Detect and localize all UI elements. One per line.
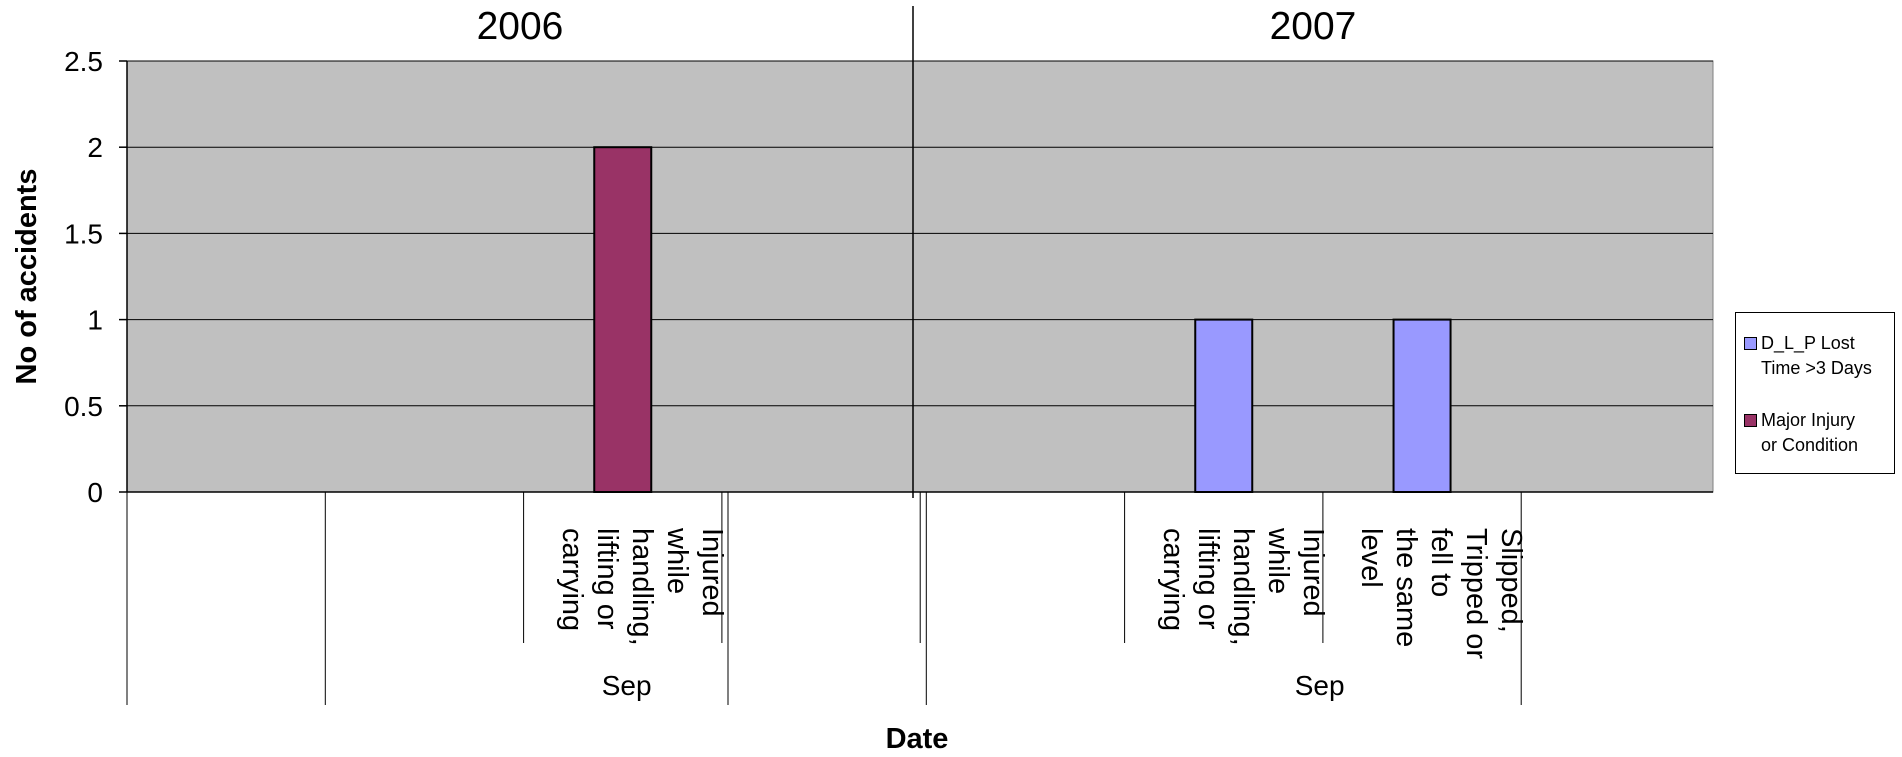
bar — [1194, 318, 1254, 493]
category-label-line: carrying — [1157, 528, 1189, 631]
category-label-line: handling, — [1227, 528, 1259, 646]
category-label-line: handling, — [626, 528, 658, 646]
legend-label-major-injury: Major Injury or Condition — [1761, 410, 1859, 455]
chart-legend: D_L_P Lost Time >3 Days Major Injury or … — [1735, 312, 1895, 474]
category-label-line: Tripped or — [1460, 528, 1492, 659]
y-tick-label: 1 — [87, 305, 103, 336]
category-label-line: lifting or — [1192, 528, 1224, 630]
month-label: Sep — [1295, 670, 1345, 701]
y-tick-label: 0 — [87, 477, 103, 508]
y-axis-title: No of accidents — [11, 169, 43, 385]
year-label: 2006 — [477, 5, 564, 48]
y-tick-label: 2 — [87, 132, 103, 163]
category-label-line: while — [1262, 527, 1294, 594]
legend-swatch-lost-time — [1744, 337, 1757, 350]
category-label-line: while — [661, 527, 693, 594]
y-tick-label: 0.5 — [64, 391, 103, 422]
bar — [1392, 318, 1452, 493]
plot-area — [126, 60, 1714, 493]
category-label-line: the same — [1390, 528, 1422, 647]
year-label: 2007 — [1270, 5, 1357, 48]
category-label-line: fell to — [1425, 528, 1457, 597]
category-label-line: level — [1355, 528, 1387, 588]
category-label-line: Slipped, — [1495, 528, 1527, 633]
month-label: Sep — [602, 670, 652, 701]
y-tick-label: 2.5 — [64, 46, 103, 77]
category-label-line: carrying — [556, 528, 588, 631]
x-axis-title: Date — [886, 723, 949, 755]
category-label-line: lifting or — [591, 528, 623, 630]
category-label-line: Injured — [696, 528, 728, 617]
legend-swatch-major-injury — [1744, 414, 1757, 427]
legend-label-lost-time: D_L_P Lost Time >3 Days — [1761, 333, 1872, 378]
y-tick-label: 1.5 — [64, 218, 103, 249]
category-label-line: Injured — [1297, 528, 1329, 617]
bar — [593, 146, 653, 493]
